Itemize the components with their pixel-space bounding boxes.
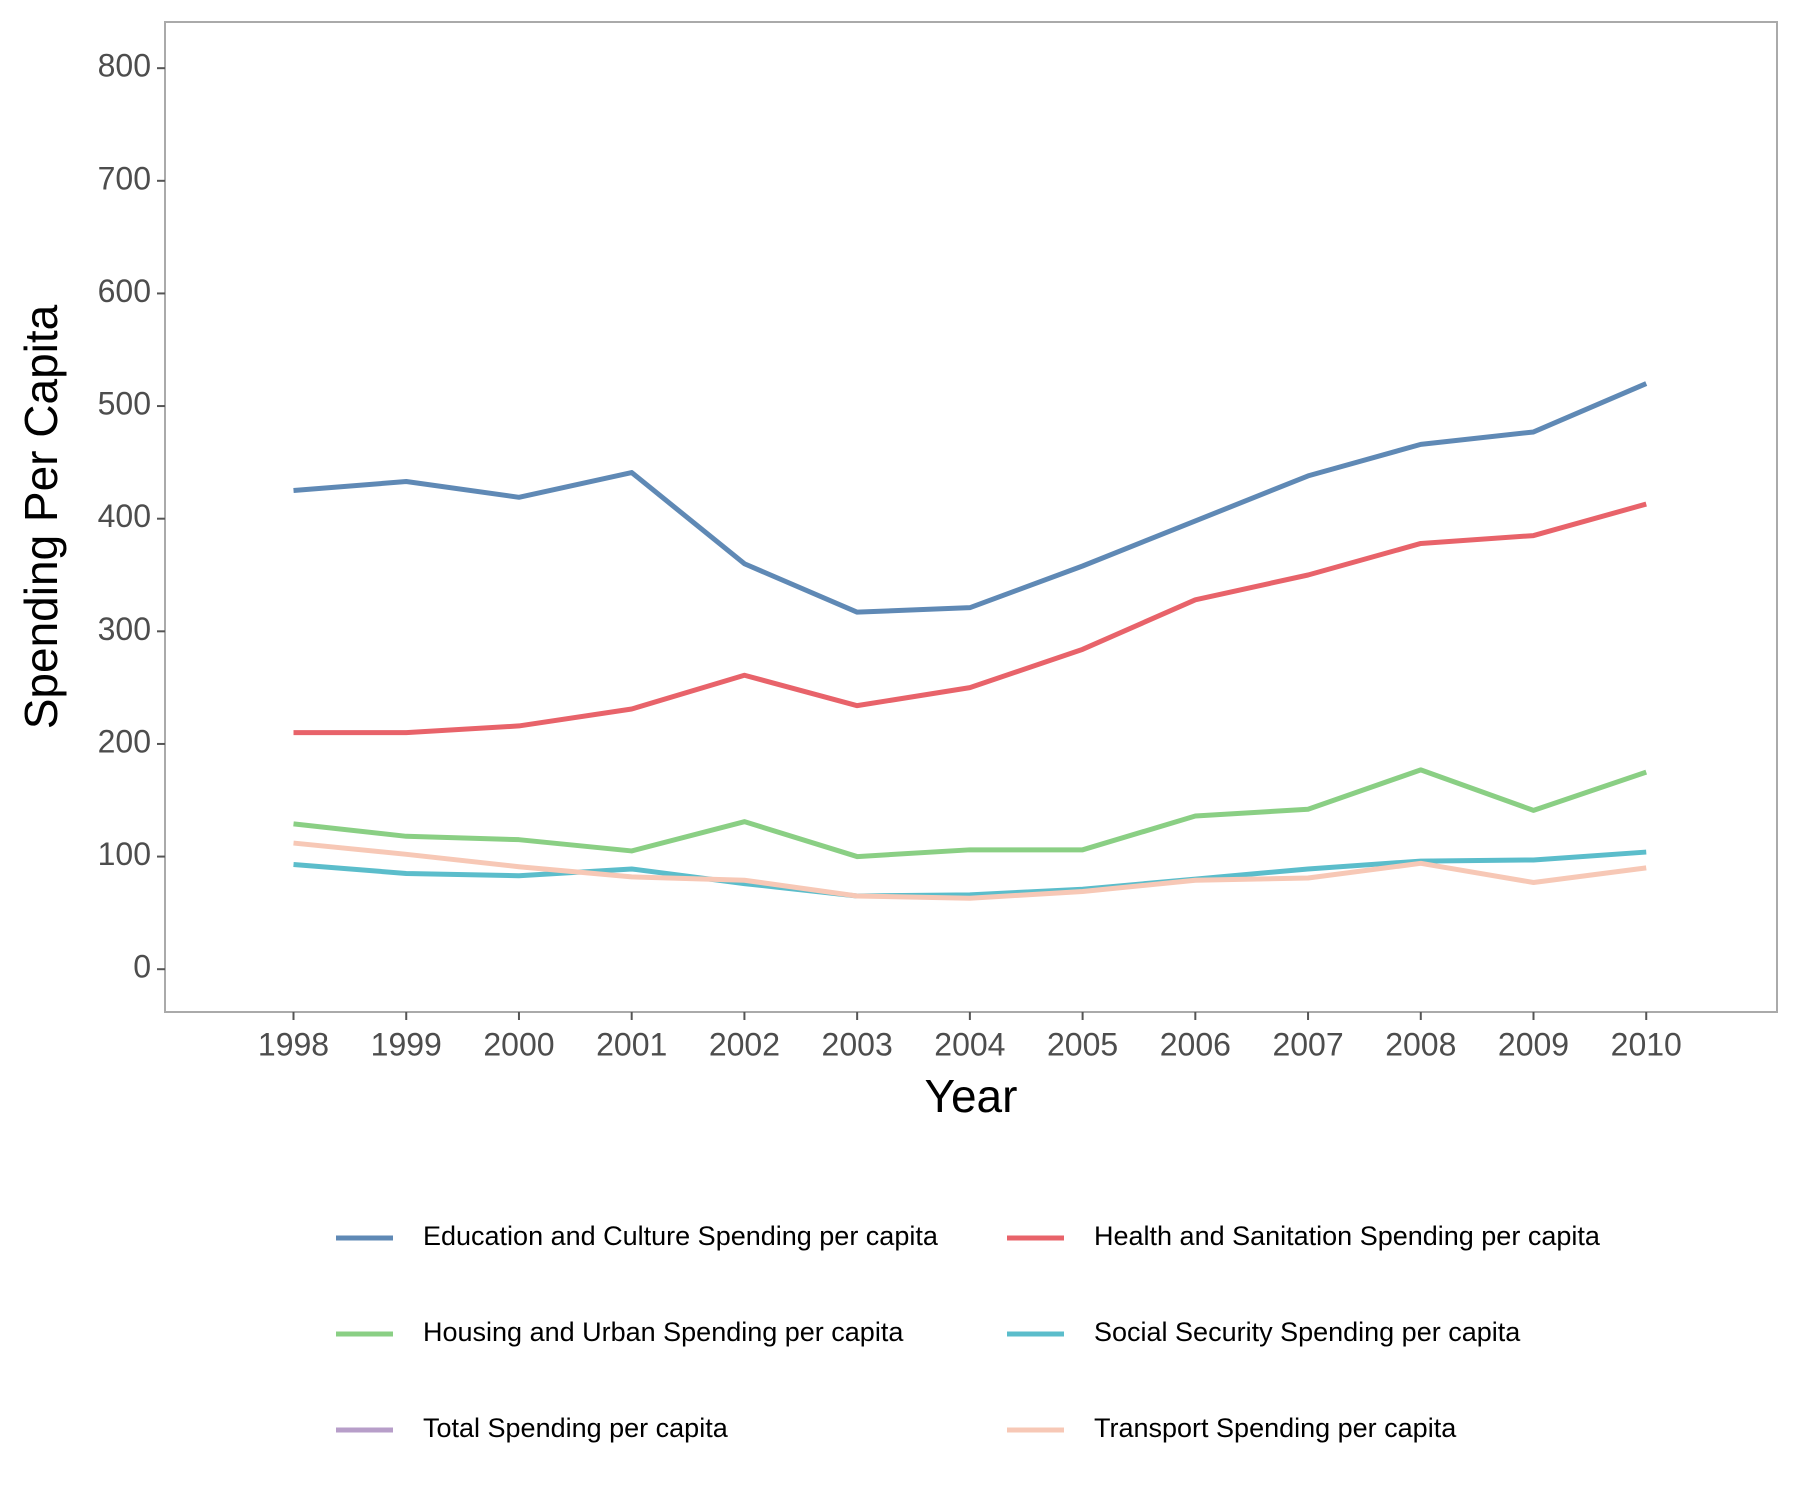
- y-tick-label: 0: [133, 949, 151, 985]
- y-tick-label: 800: [98, 48, 151, 84]
- x-tick-label: 1998: [258, 1026, 329, 1062]
- y-tick-label: 300: [98, 611, 151, 647]
- y-tick-label: 200: [98, 723, 151, 759]
- x-tick-label: 2000: [483, 1026, 554, 1062]
- y-tick-label: 100: [98, 836, 151, 872]
- series-line: [293, 767, 1648, 860]
- x-tick-label: 2001: [596, 1026, 667, 1062]
- legend-label: Housing and Urban Spending per capita: [423, 1317, 904, 1347]
- x-tick-label: 2003: [822, 1026, 893, 1062]
- x-tick-label: 2002: [709, 1026, 780, 1062]
- x-tick-label: 2009: [1498, 1026, 1569, 1062]
- y-tick-label: 700: [98, 160, 151, 196]
- legend-label: Social Security Spending per capita: [1094, 1317, 1521, 1347]
- y-tick-label: 500: [98, 386, 151, 422]
- y-tick-label: 400: [98, 498, 151, 534]
- y-axis-title: Spending Per Capita: [15, 304, 67, 729]
- x-tick-label: 2010: [1611, 1026, 1682, 1062]
- series-line: [293, 840, 1647, 901]
- legend-label: Health and Sanitation Spending per capit…: [1094, 1221, 1601, 1251]
- legend-label: Education and Culture Spending per capit…: [423, 1221, 939, 1251]
- series-line: [293, 501, 1647, 736]
- x-tick-label: 2006: [1160, 1026, 1231, 1062]
- plot-border: [164, 21, 1778, 1013]
- legend-label: Total Spending per capita: [423, 1413, 729, 1443]
- x-tick-label: 2005: [1047, 1026, 1118, 1062]
- x-tick-label: 2004: [934, 1026, 1005, 1062]
- series-line: [293, 381, 1648, 615]
- series-line: [293, 849, 1647, 899]
- legend-label: Transport Spending per capita: [1094, 1413, 1457, 1443]
- y-tick-label: 600: [98, 273, 151, 309]
- x-tick-label: 2007: [1272, 1026, 1343, 1062]
- x-axis-title: Year: [925, 1070, 1018, 1122]
- x-tick-label: 2008: [1385, 1026, 1456, 1062]
- x-tick-label: 1999: [371, 1026, 442, 1062]
